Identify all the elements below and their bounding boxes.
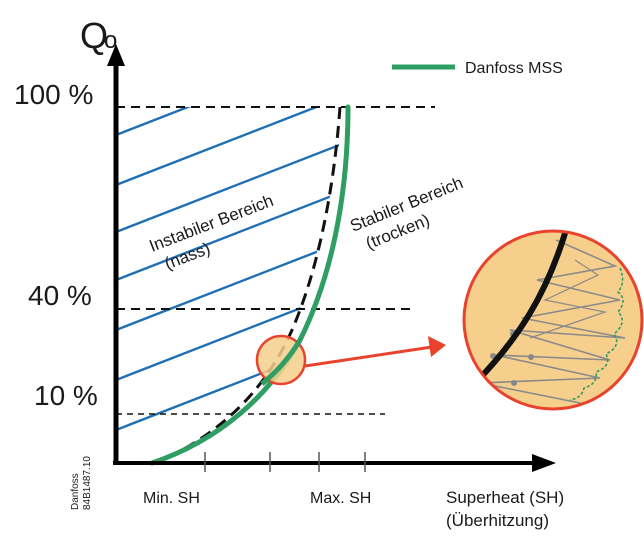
x-axis-label-line2: (Überhitzung) [446, 511, 549, 530]
level-label-10: 10 % [34, 380, 98, 411]
x-tick-max-sh: Max. SH [310, 490, 371, 507]
x-tick-min-sh: Min. SH [143, 490, 200, 507]
drawing-code-number: 84B1487.10 [82, 456, 93, 510]
level-label-100: 100 % [14, 79, 93, 110]
legend: Danfoss MSS [392, 60, 563, 77]
y-axis-arrowhead [107, 44, 125, 66]
y-axis-label: Q [80, 15, 108, 56]
zoom-source-curve-segment [260, 338, 303, 386]
y-axis-label-subscript: o [104, 27, 117, 54]
x-axis-arrowhead [532, 454, 556, 472]
danfoss-mss-curve [149, 104, 351, 466]
zoom-arrow [304, 336, 446, 368]
unstable-region-label: Instabiler Bereich [147, 191, 276, 256]
x-axis-label: Superheat (SH) [446, 488, 564, 507]
zoom-green-scallops [569, 267, 624, 401]
ideal-mss-curve [157, 106, 342, 464]
zoom-black-curve [464, 231, 569, 395]
level-lines [116, 106, 435, 415]
drawing-code-brand: Danfoss [70, 473, 81, 510]
axes [107, 44, 556, 472]
legend-label: Danfoss MSS [465, 60, 563, 77]
zoom-detail [462, 229, 644, 411]
level-label-40: 40 % [28, 280, 92, 311]
